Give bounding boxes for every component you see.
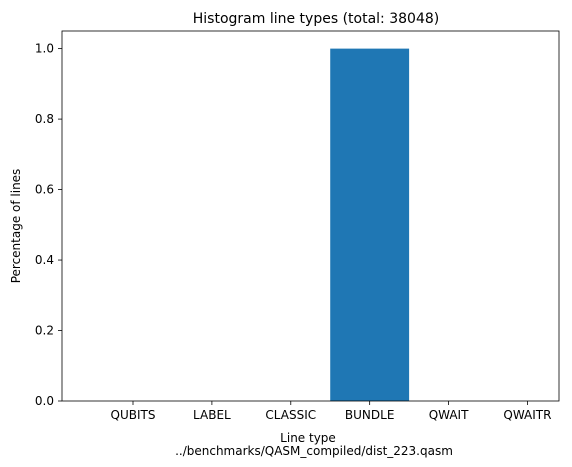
y-tick-label-1.0: 1.0 xyxy=(35,42,54,56)
x-tick-label-classic: CLASSIC xyxy=(265,408,316,422)
y-tick-label-0.2: 0.2 xyxy=(35,324,54,338)
bar-bundle xyxy=(330,48,410,401)
x-tick-label-qwait: QWAIT xyxy=(429,408,469,422)
x-tick-label-qwaitr: QWAITR xyxy=(503,408,551,422)
y-tick-label-0.6: 0.6 xyxy=(35,183,54,197)
y-tick-label-0.4: 0.4 xyxy=(35,253,54,267)
chart-title: Histogram line types (total: 38048) xyxy=(193,11,439,27)
x-tick-label-qubits: QUBITS xyxy=(111,408,156,422)
x-axis-label: Line type xyxy=(280,431,336,445)
y-tick-label-0.0: 0.0 xyxy=(35,394,54,408)
x-axis-sublabel: ../benchmarks/QASM_compiled/dist_223.qas… xyxy=(175,444,453,458)
y-axis-label: Percentage of lines xyxy=(9,169,23,284)
y-tick-label-0.8: 0.8 xyxy=(35,112,54,126)
plot-area: QUBITS LABEL CLASSIC BUNDLE QWAIT QWAITR 0.0 0.… xyxy=(35,30,560,422)
x-tick-label-label: LABEL xyxy=(193,408,231,422)
plot-frame xyxy=(61,30,560,402)
x-tick-label-bundle: BUNDLE xyxy=(345,408,395,422)
